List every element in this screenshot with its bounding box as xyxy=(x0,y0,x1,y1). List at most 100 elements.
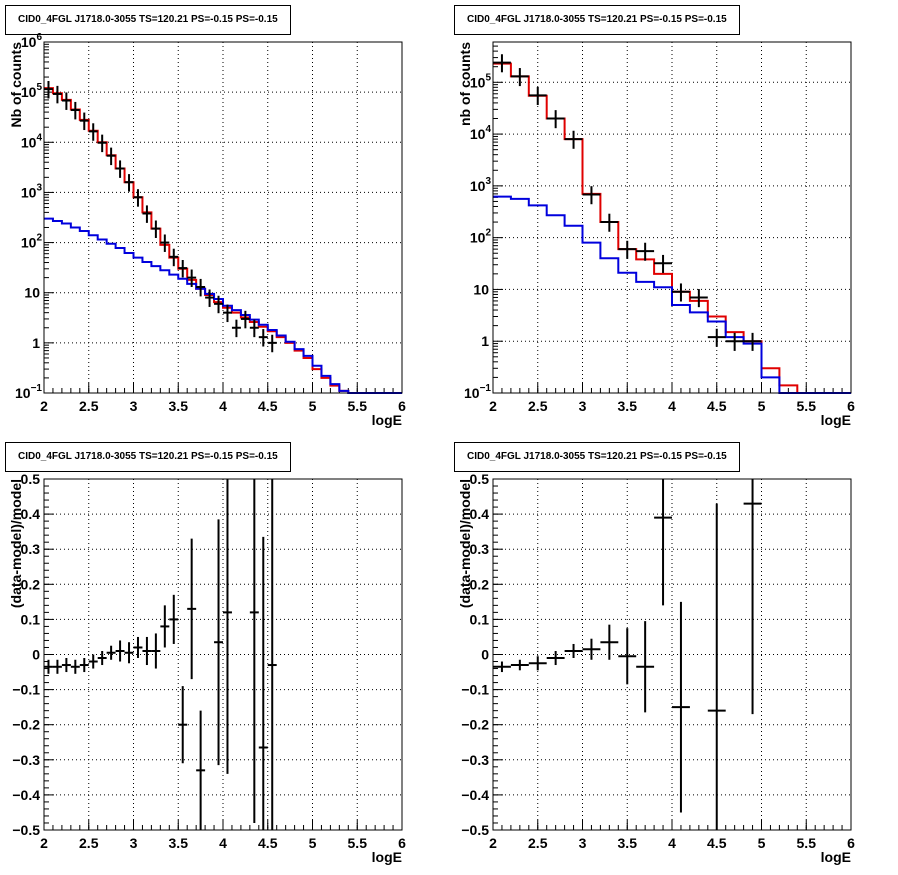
y-tick-label: 104 xyxy=(21,132,43,150)
plot-frame xyxy=(492,41,852,394)
x-tick-label: 6 xyxy=(847,835,855,851)
x-tick-label: 5 xyxy=(309,398,317,414)
x-tick-label: 4.5 xyxy=(707,835,727,851)
y-tick-label: 105 xyxy=(21,82,43,100)
panel-top-right: CID0_4FGL J1718.0-3055 TS=120.21 PS=-0.1… xyxy=(449,0,898,437)
y-tick-label: 0.5 xyxy=(470,471,490,487)
y-axis-label: nb of counts xyxy=(457,42,473,126)
x-tick-label: 3.5 xyxy=(618,835,638,851)
y-tick-label: 0 xyxy=(32,647,40,663)
plot-frame xyxy=(43,41,403,394)
y-tick-label: 0.3 xyxy=(21,541,41,557)
x-axis-label: logE xyxy=(821,412,851,428)
x-tick-label: 5.5 xyxy=(348,835,368,851)
x-tick-label: 2.5 xyxy=(79,835,99,851)
chart-svg: 2 2.5 3 3.5 4 4.5 5 5.5 6 −0.5 −0.4 −0.3 −0.2 −0.1 0 0.… xyxy=(8,471,406,865)
x-tick-label: 4 xyxy=(219,835,227,851)
y-tick-label: −0.3 xyxy=(12,752,40,768)
x-tick-label: 6 xyxy=(398,398,406,414)
x-tick-label: 3 xyxy=(130,398,138,414)
model-component-line xyxy=(493,195,851,394)
y-tick-label: −0.1 xyxy=(12,682,40,698)
y-tick-label: 10 xyxy=(473,281,489,297)
chart-svg: 2 2.5 3 3.5 4 4.5 5 5.5 6 10−1 1 10 102 103 104 105 logE… xyxy=(457,41,855,428)
y-tick-label: −0.4 xyxy=(461,787,489,803)
y-tick-label: 0.1 xyxy=(21,611,41,627)
y-tick-label: 10−1 xyxy=(15,383,42,401)
y-tick-label: 104 xyxy=(470,124,492,142)
x-axis-label: logE xyxy=(372,849,402,865)
panel-bottom-left: CID0_4FGL J1718.0-3055 TS=120.21 PS=-0.1… xyxy=(0,437,449,874)
plot-frame xyxy=(492,478,852,831)
x-tick-label: 2 xyxy=(40,398,48,414)
chart-title: CID0_4FGL J1718.0-3055 TS=120.21 PS=-0.1… xyxy=(5,5,291,35)
chart-svg: 2 2.5 3 3.5 4 4.5 5 5.5 6 −0.5 −0.4 −0.3 −0.2 −0.1 0 0.… xyxy=(457,471,855,865)
chart-title: CID0_4FGL J1718.0-3055 TS=120.21 PS=-0.1… xyxy=(454,5,740,35)
x-tick-label: 5.5 xyxy=(797,398,817,414)
y-axis-label: (data-model)/model xyxy=(457,479,473,608)
y-tick-label: −0.2 xyxy=(12,717,40,733)
x-tick-label: 6 xyxy=(847,398,855,414)
y-tick-label: −0.4 xyxy=(12,787,40,803)
x-tick-label: 3 xyxy=(579,398,587,414)
y-tick-label: 103 xyxy=(21,182,43,200)
y-tick-label: 0.1 xyxy=(470,611,490,627)
y-axis-label: Nb of counts xyxy=(8,42,24,128)
x-tick-label: 3 xyxy=(130,835,138,851)
chart-title: CID0_4FGL J1718.0-3055 TS=120.21 PS=-0.1… xyxy=(5,442,291,472)
x-tick-label: 4.5 xyxy=(258,398,278,414)
y-tick-label: 0.5 xyxy=(21,471,41,487)
x-tick-label: 3 xyxy=(579,835,587,851)
y-tick-label: 10 xyxy=(24,285,40,301)
x-tick-label: 5 xyxy=(758,398,766,414)
x-tick-label: 2 xyxy=(489,398,497,414)
x-axis-label: logE xyxy=(372,412,402,428)
x-tick-label: 2.5 xyxy=(79,398,99,414)
x-tick-label: 4 xyxy=(668,398,676,414)
y-tick-label: 0 xyxy=(481,647,489,663)
model-component-line xyxy=(44,217,402,394)
model-total-line xyxy=(44,87,402,394)
x-tick-label: 5.5 xyxy=(797,835,817,851)
y-tick-label: 0.2 xyxy=(21,576,41,592)
x-axis-label: logE xyxy=(821,849,851,865)
y-tick-label: 106 xyxy=(21,32,43,50)
chart-title: CID0_4FGL J1718.0-3055 TS=120.21 PS=-0.1… xyxy=(454,442,740,472)
x-tick-label: 4 xyxy=(668,835,676,851)
y-tick-label: 102 xyxy=(21,233,43,251)
model-total-line xyxy=(493,62,851,394)
x-tick-label: 4.5 xyxy=(258,835,278,851)
x-tick-label: 4.5 xyxy=(707,398,727,414)
y-tick-label: 10−1 xyxy=(464,383,491,401)
x-tick-label: 4 xyxy=(219,398,227,414)
x-tick-label: 5.5 xyxy=(348,398,368,414)
panel-top-left: CID0_4FGL J1718.0-3055 TS=120.21 PS=-0.1… xyxy=(0,0,449,437)
plot-frame xyxy=(43,478,403,831)
y-tick-label: −0.1 xyxy=(461,682,489,698)
x-tick-label: 2 xyxy=(40,835,48,851)
y-tick-label: −0.5 xyxy=(461,822,489,838)
y-tick-label: 0.4 xyxy=(21,506,41,522)
y-axis-label: (data-model)/model xyxy=(8,479,24,608)
y-tick-label: 0.4 xyxy=(470,506,490,522)
x-tick-label: 5 xyxy=(758,835,766,851)
x-tick-label: 3.5 xyxy=(169,835,189,851)
x-tick-label: 2.5 xyxy=(528,835,548,851)
y-tick-label: −0.2 xyxy=(461,717,489,733)
y-tick-label: 1 xyxy=(32,335,40,351)
x-tick-label: 5 xyxy=(309,835,317,851)
y-tick-label: 1 xyxy=(481,333,489,349)
panel-bottom-right: CID0_4FGL J1718.0-3055 TS=120.21 PS=-0.1… xyxy=(449,437,898,874)
y-tick-label: −0.5 xyxy=(12,822,40,838)
x-tick-label: 3.5 xyxy=(618,398,638,414)
x-tick-label: 3.5 xyxy=(169,398,189,414)
y-tick-label: 0.2 xyxy=(470,576,490,592)
y-tick-label: −0.3 xyxy=(461,752,489,768)
y-tick-label: 105 xyxy=(470,72,492,90)
x-tick-label: 6 xyxy=(398,835,406,851)
y-tick-label: 0.3 xyxy=(470,541,490,557)
y-tick-label: 103 xyxy=(470,176,492,194)
x-tick-label: 2 xyxy=(489,835,497,851)
y-tick-label: 102 xyxy=(470,228,492,246)
x-tick-label: 2.5 xyxy=(528,398,548,414)
